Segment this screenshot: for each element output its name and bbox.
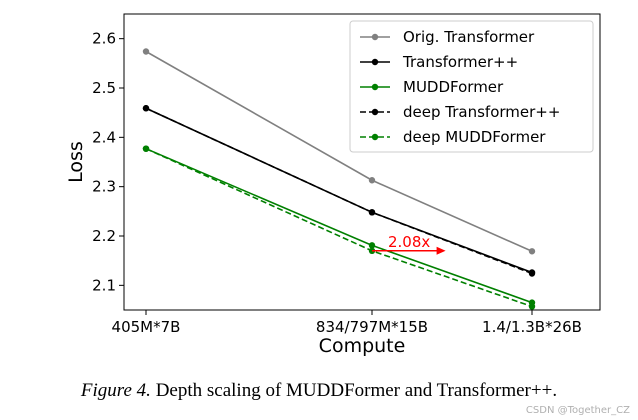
legend-label: deep Transformer++ [403, 103, 560, 121]
legend-item: Orig. Transformer [360, 28, 535, 46]
y-tick-label: 2.3 [92, 178, 116, 196]
legend-label: Transformer++ [402, 53, 518, 71]
series-deep-transformer [142, 105, 536, 277]
x-axis-title: Compute [319, 335, 406, 357]
data-point [142, 105, 150, 112]
line-chart: 2.1 2.2 2.3 2.4 2.5 2.6 405M*7B 834/797M*15B 1.… [65, 13, 601, 357]
x-tick-label: 405M*7B [112, 318, 181, 336]
watermark: CSDN @Together_CZ [525, 405, 630, 416]
y-tick-label: 2.2 [92, 227, 116, 245]
legend-marker [371, 108, 379, 116]
plot-frame [123, 13, 601, 311]
data-point [368, 177, 376, 184]
x-axis: 405M*7B 834/797M*15B 1.4/1.3B*26B [112, 310, 582, 336]
legend-item: MUDDFormer [360, 78, 504, 96]
series-muddformer [142, 145, 536, 306]
x-tick-label: 834/797M*15B [316, 318, 428, 336]
legend-item: deep MUDDFormer [360, 128, 546, 146]
data-point [528, 270, 536, 277]
legend-marker [371, 33, 379, 41]
legend-item: Transformer++ [360, 53, 518, 71]
legend: Orig. Transformer Transformer++ MUDDFormer… [349, 20, 594, 153]
y-tick-label: 2.4 [92, 128, 116, 146]
y-tick-label: 2.1 [92, 276, 116, 294]
data-point [528, 248, 536, 255]
legend-marker [371, 58, 379, 66]
y-axis: 2.1 2.2 2.3 2.4 2.5 2.6 [92, 30, 124, 294]
annotation: 2.08x [372, 233, 446, 255]
legend-item: deep Transformer++ [360, 103, 560, 121]
legend-marker [371, 133, 379, 141]
data-point [368, 242, 376, 249]
data-point [142, 48, 150, 55]
figure-label: Figure 4. [80, 380, 151, 401]
caption-text: Depth scaling of MUDDFormer and Transfor… [150, 380, 558, 401]
figure-caption: Figure 4. Depth scaling of MUDDFormer an… [0, 380, 638, 402]
y-axis-title: Loss [65, 141, 87, 183]
y-tick-label: 2.6 [92, 30, 116, 48]
legend-label: MUDDFormer [403, 78, 504, 96]
series-deep-muddformer [142, 145, 536, 310]
legend-label: Orig. Transformer [403, 28, 535, 46]
y-tick-label: 2.5 [92, 79, 116, 97]
annotation-label: 2.08x [388, 233, 430, 251]
plot-area [123, 13, 601, 311]
series-line [145, 147, 533, 308]
annotation-arrow-head [436, 246, 446, 255]
data-point [528, 303, 536, 310]
data-point [142, 145, 150, 152]
series-orig-transformer [142, 48, 536, 255]
legend-marker [371, 83, 379, 91]
legend-box [349, 20, 594, 153]
data-point [368, 209, 376, 216]
x-tick-label: 1.4/1.3B*26B [482, 318, 582, 336]
legend-label: deep MUDDFormer [403, 128, 546, 146]
